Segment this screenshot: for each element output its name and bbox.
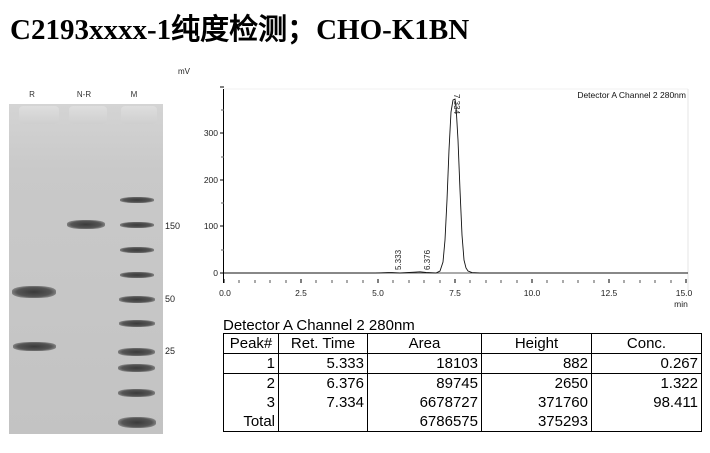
gel-marker-band <box>119 296 155 303</box>
svg-text:7.5: 7.5 <box>449 288 461 298</box>
col-header-area: Area <box>367 333 482 354</box>
gel-marker-band <box>120 197 154 203</box>
cell-area: 6786575 <box>367 412 482 432</box>
chromatogram-trace <box>224 98 688 274</box>
gel-marker-band <box>118 389 155 397</box>
cell-conc: 0.267 <box>591 353 702 374</box>
cell-peak: 1 <box>223 353 279 374</box>
svg-text:12.5: 12.5 <box>601 288 618 298</box>
cell-height: 2650 <box>481 373 592 393</box>
svg-text:200: 200 <box>204 175 218 185</box>
col-header-ret-time: Ret. Time <box>278 333 368 354</box>
gel-well <box>69 106 107 124</box>
col-header-height: Height <box>481 333 592 354</box>
cell-peak: 2 <box>223 373 279 393</box>
svg-text:15.0: 15.0 <box>676 288 693 298</box>
gel-band-r-light <box>13 342 56 351</box>
table-header-row: Peak# Ret. Time Area Height Conc. <box>223 333 702 354</box>
gel-band-nr-intact <box>67 220 105 229</box>
gel-marker-band <box>119 320 155 327</box>
cell-conc <box>591 412 702 432</box>
mw-label-150: 150 <box>165 221 181 231</box>
col-header-conc: Conc. <box>591 333 702 354</box>
svg-text:7.334: 7.334 <box>452 94 461 115</box>
lane-label-m: M <box>130 90 138 99</box>
cell-area: 6678727 <box>367 393 482 412</box>
cell-conc: 98.411 <box>591 393 702 412</box>
table-row-total: Total 6786575 375293 <box>223 412 702 432</box>
gel-well <box>121 106 157 124</box>
cell-peak: 3 <box>223 393 279 412</box>
gel-well <box>19 106 59 124</box>
svg-text:0.0: 0.0 <box>219 288 231 298</box>
x-tick-labels: 0.0 2.5 5.0 7.5 10.0 12.5 15.0 min <box>219 288 692 309</box>
gel-marker-band <box>118 348 155 356</box>
svg-text:2.5: 2.5 <box>295 288 307 298</box>
detector-label: Detector A Channel 2 280nm <box>577 90 686 100</box>
svg-text:5.0: 5.0 <box>372 288 384 298</box>
mw-label-25: 25 <box>165 346 176 356</box>
svg-text:10.0: 10.0 <box>524 288 541 298</box>
cell-area: 18103 <box>367 353 482 374</box>
cell-peak: Total <box>223 412 279 432</box>
cell-area: 89745 <box>367 373 482 393</box>
y-axis-unit-label: mV <box>178 67 190 76</box>
svg-text:100: 100 <box>204 221 218 231</box>
svg-text:min: min <box>674 299 688 309</box>
cell-ret-time: 7.334 <box>278 393 368 412</box>
svg-text:0: 0 <box>213 268 218 278</box>
cell-height: 375293 <box>481 412 592 432</box>
table-caption: Detector A Channel 2 280nm <box>223 317 415 334</box>
col-header-peak: Peak# <box>223 333 279 354</box>
gel-marker-band <box>120 272 154 278</box>
svg-text:300: 300 <box>204 128 218 138</box>
table-row: 3 7.334 6678727 371760 98.411 <box>223 393 702 412</box>
page-title: C2193xxxx-1纯度检测；CHO-K1BN <box>10 14 470 46</box>
table-row: 1 5.333 18103 882 0.267 <box>223 353 702 374</box>
gel-marker-band <box>120 222 154 228</box>
peak-table: Peak# Ret. Time Area Height Conc. 1 5.33… <box>223 333 702 432</box>
svg-text:5.333: 5.333 <box>394 249 403 270</box>
hplc-chromatogram: 0 100 200 300 0.0 2.5 5.0 7.5 10.0 12.5 … <box>204 86 693 309</box>
svg-text:6.376: 6.376 <box>423 249 432 270</box>
cell-conc: 1.322 <box>591 373 702 393</box>
gel-marker-band <box>118 417 156 428</box>
lane-label-nr: N-R <box>76 90 92 99</box>
cell-ret-time: 5.333 <box>278 353 368 374</box>
gel-band-r-heavy <box>12 286 56 298</box>
cell-ret-time <box>278 412 368 432</box>
peak-annotations: 5.333 6.376 7.334 <box>394 94 461 270</box>
cell-height: 371760 <box>481 393 592 412</box>
gel-marker-band <box>120 247 154 253</box>
lane-label-r: R <box>29 90 35 99</box>
y-tick-labels: 0 100 200 300 <box>204 128 218 278</box>
gel-marker-band <box>118 364 155 372</box>
cell-height: 882 <box>481 353 592 374</box>
mw-label-50: 50 <box>165 294 176 304</box>
cell-ret-time: 6.376 <box>278 373 368 393</box>
sds-page-gel-image <box>9 104 163 434</box>
table-row: 2 6.376 89745 2650 1.322 <box>223 373 702 393</box>
